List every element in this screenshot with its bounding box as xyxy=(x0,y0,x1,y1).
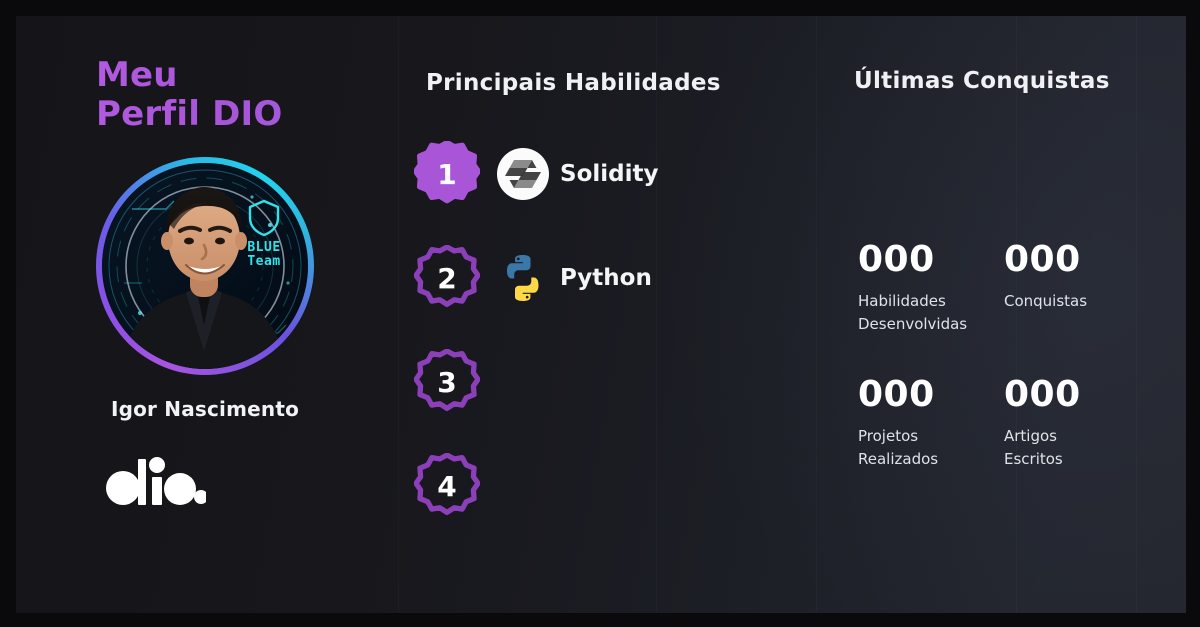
rank-badge-2: 2 xyxy=(413,244,481,311)
stat-value: 000 xyxy=(1004,374,1081,415)
stat-card-achievements: 000 Conquistas xyxy=(1004,242,1150,335)
skills-column: Principais Habilidades 1 xyxy=(398,16,818,613)
blue-team-label-line2: Team xyxy=(247,253,281,269)
skills-title: Principais Habilidades xyxy=(426,70,721,96)
rank-number: 3 xyxy=(437,365,457,399)
rank-badge-4: 4 xyxy=(413,452,481,519)
scalloped-badge-icon xyxy=(413,452,481,516)
avatar[interactable]: BLUE Team xyxy=(96,156,314,375)
rank-badge-3: 3 xyxy=(413,348,481,415)
skill-row[interactable]: 2 Python xyxy=(398,226,818,330)
stat-value: 000 xyxy=(1004,239,1081,280)
stat-card-skills: 000 Habilidades Desenvolvidas xyxy=(858,242,1004,335)
scalloped-badge-icon xyxy=(413,140,481,204)
skill-label: Python xyxy=(560,265,652,291)
stat-value: 000 xyxy=(858,239,935,280)
skill-row[interactable]: 3 xyxy=(398,330,818,434)
blue-team-badge: BLUE Team xyxy=(224,199,304,269)
stats-grid: 000 Habilidades Desenvolvidas 000 Conqui… xyxy=(858,242,1186,470)
shield-icon xyxy=(248,199,280,237)
skill-row[interactable]: 4 xyxy=(398,434,818,538)
python-icon xyxy=(496,251,550,305)
skills-list: 1 xyxy=(398,122,818,538)
skill-icon-placeholder xyxy=(496,459,550,513)
page-title: Meu Perfil DIO xyxy=(96,56,398,135)
dio-logo xyxy=(104,455,398,509)
solidity-icon xyxy=(496,147,550,201)
rank-number: 2 xyxy=(437,261,457,295)
profile-name: Igor Nascimento xyxy=(110,396,300,421)
rank-badge-1: 1 xyxy=(413,140,481,207)
page-title-line2: Perfil DIO xyxy=(96,94,283,135)
rank-number: 1 xyxy=(437,157,457,191)
avatar-image xyxy=(102,162,308,369)
stat-label: Habilidades Desenvolvidas xyxy=(858,292,968,333)
stat-label: Conquistas xyxy=(1004,292,1088,310)
scalloped-badge-icon xyxy=(413,348,481,412)
page-title-line1: Meu xyxy=(96,55,178,95)
stat-label: Artigos Escritos xyxy=(1004,427,1063,468)
skill-row[interactable]: 1 xyxy=(398,122,818,226)
rank-number: 4 xyxy=(437,469,457,503)
stat-card-projects: 000 Projetos Realizados xyxy=(858,377,1004,470)
achievements-column: Últimas Conquistas 000 Habilidades Desen… xyxy=(818,16,1186,613)
skill-label: Solidity xyxy=(560,161,659,187)
dio-logo-icon xyxy=(106,456,208,505)
profile-column: Meu Perfil DIO xyxy=(16,16,398,613)
skill-icon-placeholder xyxy=(496,355,550,409)
scalloped-badge-icon xyxy=(413,244,481,308)
stat-card-articles: 000 Artigos Escritos xyxy=(1004,377,1150,470)
achievements-title: Últimas Conquistas xyxy=(854,68,1110,94)
avatar-artwork xyxy=(102,162,308,369)
profile-card: Meu Perfil DIO xyxy=(16,16,1186,613)
stat-value: 000 xyxy=(858,374,935,415)
blue-team-label-line1: BLUE xyxy=(247,239,281,255)
stat-label: Projetos Realizados xyxy=(858,427,939,468)
